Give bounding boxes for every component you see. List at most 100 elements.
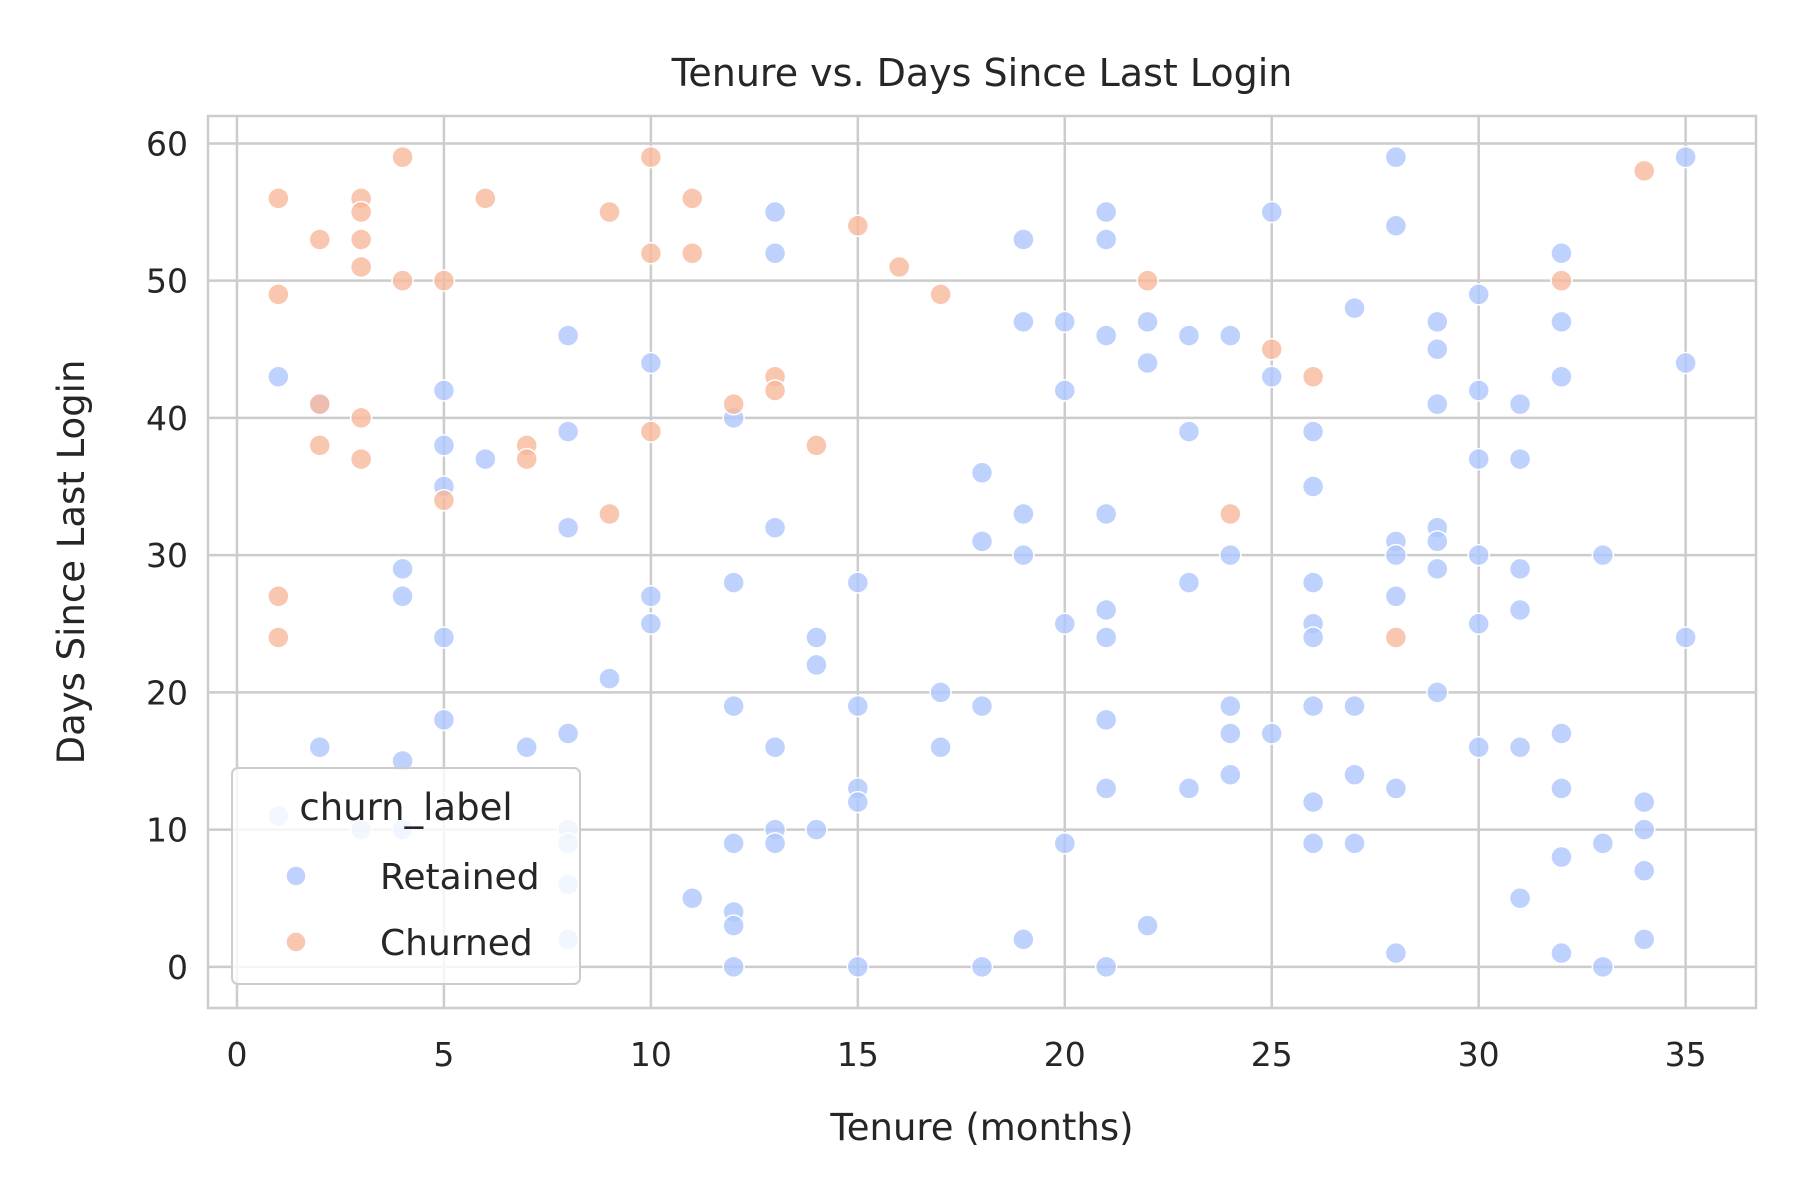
data-point [1550, 365, 1573, 388]
data-point [556, 420, 580, 443]
data-point [474, 187, 497, 210]
data-point [722, 694, 745, 718]
data-point [432, 269, 456, 292]
data-point [1467, 612, 1490, 636]
data-point [1632, 818, 1656, 841]
data-point [391, 269, 414, 292]
data-point [308, 736, 332, 759]
data-point [1177, 777, 1201, 800]
data-point [1301, 420, 1325, 443]
data-point [391, 145, 414, 169]
data-point [1384, 626, 1408, 649]
data-point [1301, 571, 1325, 594]
data-point [1219, 543, 1242, 567]
data-point [1094, 598, 1118, 622]
data-point [391, 557, 414, 581]
data-point [1384, 941, 1408, 965]
data-point [267, 283, 290, 306]
legend-title: churn_label [299, 786, 512, 829]
data-point [639, 585, 663, 608]
x-tick-label: 10 [630, 1035, 672, 1074]
data-point [1384, 214, 1408, 238]
data-point [1508, 447, 1532, 471]
data-point [805, 653, 828, 677]
data-point [474, 447, 497, 471]
data-point [722, 914, 745, 937]
data-point [1177, 324, 1201, 347]
data-point [598, 667, 621, 690]
data-point [1508, 557, 1532, 581]
data-point [1550, 722, 1573, 745]
y-tick-label: 50 [146, 262, 188, 301]
data-point [1632, 859, 1656, 883]
data-point [1632, 790, 1656, 814]
x-tick-labels: 0 5 10 15 20 25 30 35 [226, 1035, 1706, 1074]
series-retained [267, 145, 1697, 979]
data-point [1467, 379, 1490, 402]
data-point [1260, 200, 1283, 224]
data-point [805, 434, 828, 457]
data-point [1219, 722, 1242, 745]
data-point [1632, 159, 1656, 183]
x-tick-label: 20 [1044, 1035, 1086, 1074]
data-point [349, 447, 373, 471]
data-point [515, 447, 538, 471]
data-point [1550, 845, 1573, 869]
data-point [1384, 777, 1408, 800]
data-point [432, 379, 456, 402]
data-point [763, 736, 787, 759]
data-point [267, 585, 290, 608]
data-point [639, 420, 663, 443]
data-point [1550, 777, 1573, 800]
data-point [846, 571, 870, 594]
data-point [598, 200, 621, 224]
data-point [432, 626, 456, 649]
data-point [1260, 722, 1283, 745]
y-tick-label: 20 [146, 673, 188, 712]
y-axis-label: Days Since Last Login [50, 360, 93, 765]
data-point [391, 585, 414, 608]
data-point [1343, 763, 1366, 786]
data-point [929, 736, 952, 759]
y-tick-labels: 0 10 20 30 40 50 60 [146, 124, 188, 986]
data-point [556, 722, 580, 745]
data-point [1674, 626, 1697, 649]
data-point [722, 955, 745, 979]
y-tick-label: 0 [167, 948, 188, 987]
data-point [639, 145, 663, 169]
data-point [1467, 736, 1490, 759]
data-point [1053, 310, 1077, 334]
data-point [722, 832, 745, 855]
data-points [267, 145, 1697, 979]
data-point [432, 434, 456, 457]
data-point [1094, 228, 1118, 251]
data-point [1550, 310, 1573, 334]
chart-title: Tenure vs. Days Since Last Login [671, 51, 1293, 95]
data-point [639, 241, 663, 265]
data-point [639, 612, 663, 636]
x-axis-label: Tenure (months) [829, 1106, 1133, 1149]
data-point [929, 681, 952, 704]
data-point [1550, 941, 1573, 965]
data-point [267, 626, 290, 649]
legend-label-churned: Churned [380, 923, 533, 964]
data-point [432, 488, 456, 512]
plot-frame [206, 114, 1758, 1010]
data-point [1508, 598, 1532, 622]
data-point [681, 886, 704, 910]
data-point [432, 708, 456, 732]
data-point [1094, 324, 1118, 347]
data-point [1053, 379, 1077, 402]
data-point [1012, 928, 1035, 951]
data-point [1384, 585, 1408, 608]
data-point [1301, 626, 1325, 649]
data-point [1053, 612, 1077, 636]
data-point [970, 530, 994, 553]
legend-marker-retained [285, 865, 307, 887]
data-point [1219, 763, 1242, 786]
data-point [846, 694, 870, 718]
legend-marker-churned [285, 931, 307, 953]
data-point [1094, 626, 1118, 649]
data-point [763, 241, 787, 265]
data-point [1426, 530, 1449, 553]
